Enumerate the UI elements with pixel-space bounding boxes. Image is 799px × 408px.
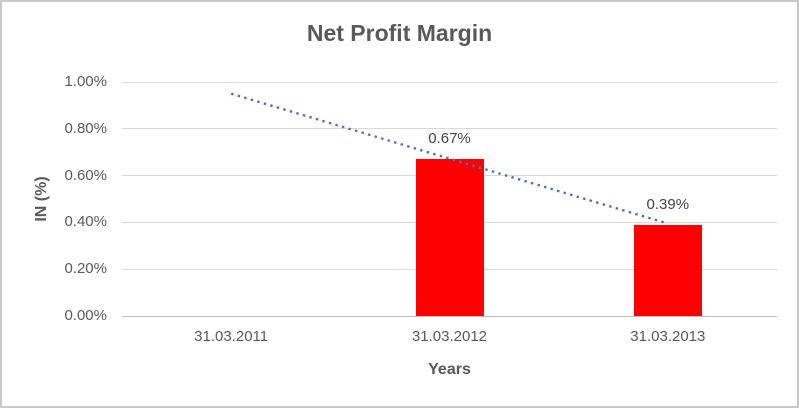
data-label: 0.67% [428, 130, 471, 148]
x-tick-label: 31.03.2012 [411, 328, 488, 345]
y-tick-label: 0.40% [64, 213, 107, 231]
plot-area: 0.67% 0.39% [122, 81, 777, 317]
bar-31.03.2012 [415, 159, 484, 316]
x-tick-label: 31.03.2013 [630, 328, 706, 345]
y-tick-label: 0.60% [64, 166, 107, 184]
chart-title: Net Profit Margin [306, 20, 493, 46]
gridline [122, 81, 777, 83]
x-tick-label: 31.03.2011 [194, 328, 269, 345]
data-label: 0.39% [646, 195, 690, 213]
x-axis-title: Years [428, 361, 471, 378]
y-tick-label: 0.20% [64, 260, 107, 278]
y-tick-label: 1.00% [64, 73, 107, 90]
y-tick-label: 0.80% [64, 119, 107, 137]
gridline [122, 128, 777, 130]
x-axis-line [122, 315, 777, 317]
trendline [230, 92, 669, 225]
y-tick-label: 0.00% [64, 307, 107, 324]
bar-31.03.2013 [633, 224, 702, 316]
